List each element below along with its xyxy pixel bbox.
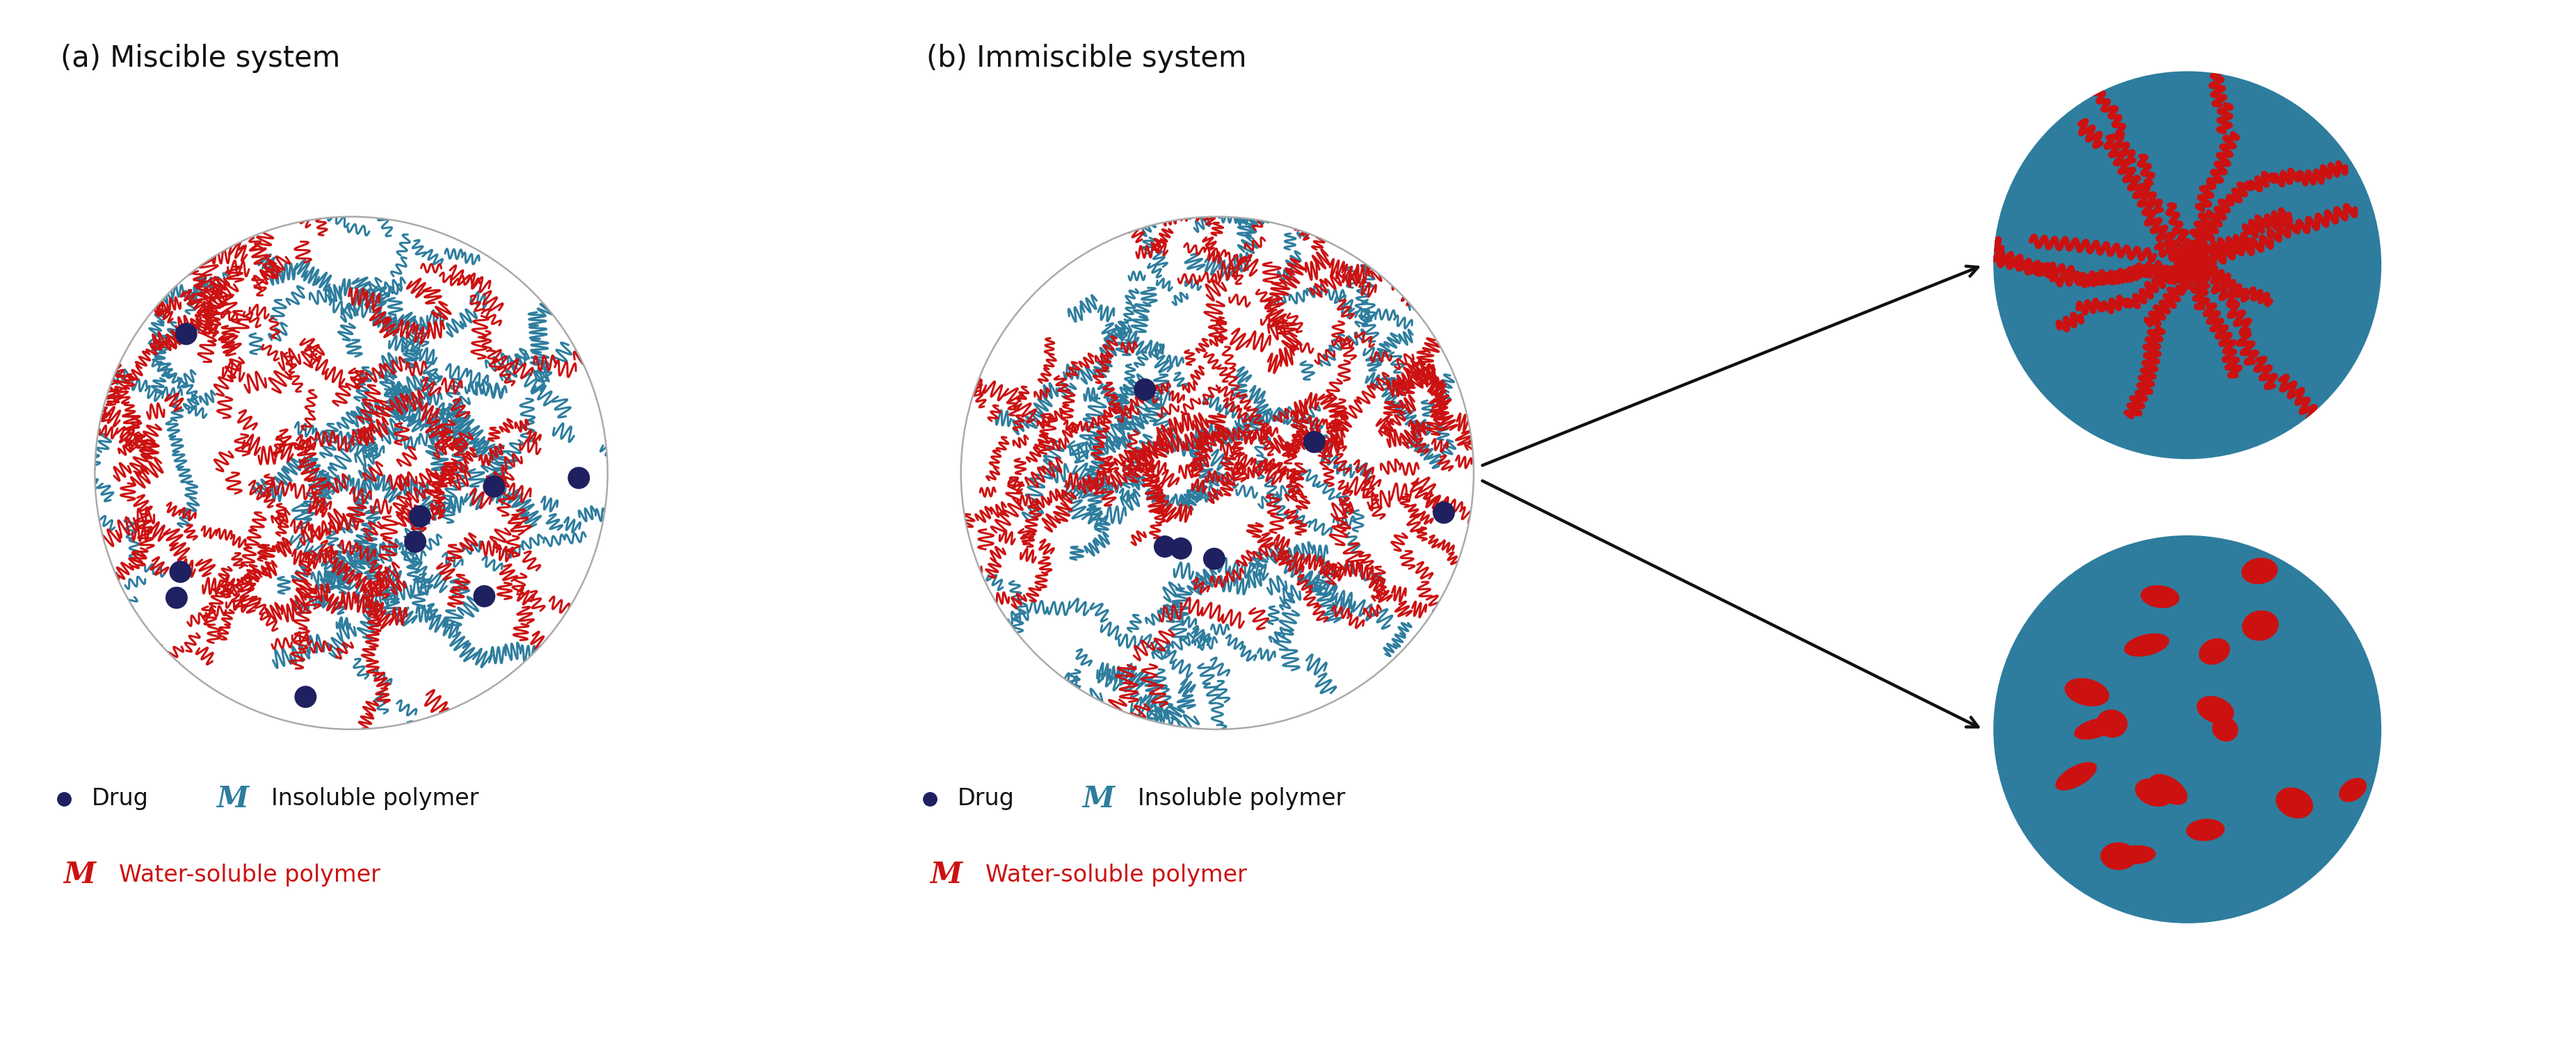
Circle shape: [294, 686, 317, 708]
Text: Drug: Drug: [90, 787, 149, 810]
Ellipse shape: [2148, 774, 2187, 805]
Ellipse shape: [2141, 585, 2179, 608]
Ellipse shape: [2063, 678, 2110, 706]
Text: Water-soluble polymer: Water-soluble polymer: [984, 864, 1247, 887]
Text: (a) Miscible system: (a) Miscible system: [59, 44, 340, 73]
Text: Insoluble polymer: Insoluble polymer: [270, 787, 479, 810]
Ellipse shape: [2097, 709, 2128, 737]
Circle shape: [1303, 431, 1327, 453]
Circle shape: [1154, 535, 1175, 558]
Circle shape: [1432, 502, 1455, 524]
Text: Insoluble polymer: Insoluble polymer: [1139, 787, 1345, 810]
Text: M: M: [216, 784, 247, 814]
Circle shape: [1994, 71, 2380, 459]
Ellipse shape: [2056, 762, 2097, 791]
Ellipse shape: [2275, 787, 2313, 819]
Text: Drug: Drug: [958, 787, 1015, 810]
Ellipse shape: [2200, 638, 2231, 664]
Circle shape: [1170, 537, 1193, 559]
Ellipse shape: [2241, 610, 2280, 640]
Circle shape: [482, 476, 505, 498]
Circle shape: [1994, 535, 2380, 923]
Ellipse shape: [2074, 718, 2115, 739]
Circle shape: [404, 531, 428, 553]
Ellipse shape: [2136, 778, 2172, 806]
Ellipse shape: [2187, 819, 2226, 841]
Ellipse shape: [2213, 717, 2239, 742]
Circle shape: [170, 561, 191, 583]
Circle shape: [474, 585, 495, 607]
Circle shape: [410, 505, 430, 528]
Ellipse shape: [2339, 778, 2367, 802]
Circle shape: [1133, 379, 1157, 401]
Ellipse shape: [2115, 845, 2156, 865]
Text: (b) Immiscible system: (b) Immiscible system: [927, 44, 1247, 73]
Text: M: M: [1082, 784, 1115, 814]
Circle shape: [95, 217, 608, 729]
Circle shape: [165, 586, 188, 609]
Text: Water-soluble polymer: Water-soluble polymer: [118, 864, 381, 887]
Ellipse shape: [2241, 558, 2277, 584]
Circle shape: [175, 323, 198, 345]
Text: M: M: [930, 860, 961, 890]
Text: M: M: [64, 860, 95, 890]
Circle shape: [1203, 548, 1226, 569]
Circle shape: [961, 217, 1473, 729]
Ellipse shape: [2099, 843, 2138, 870]
Ellipse shape: [2197, 696, 2233, 724]
Circle shape: [567, 467, 590, 489]
Ellipse shape: [2125, 633, 2169, 657]
